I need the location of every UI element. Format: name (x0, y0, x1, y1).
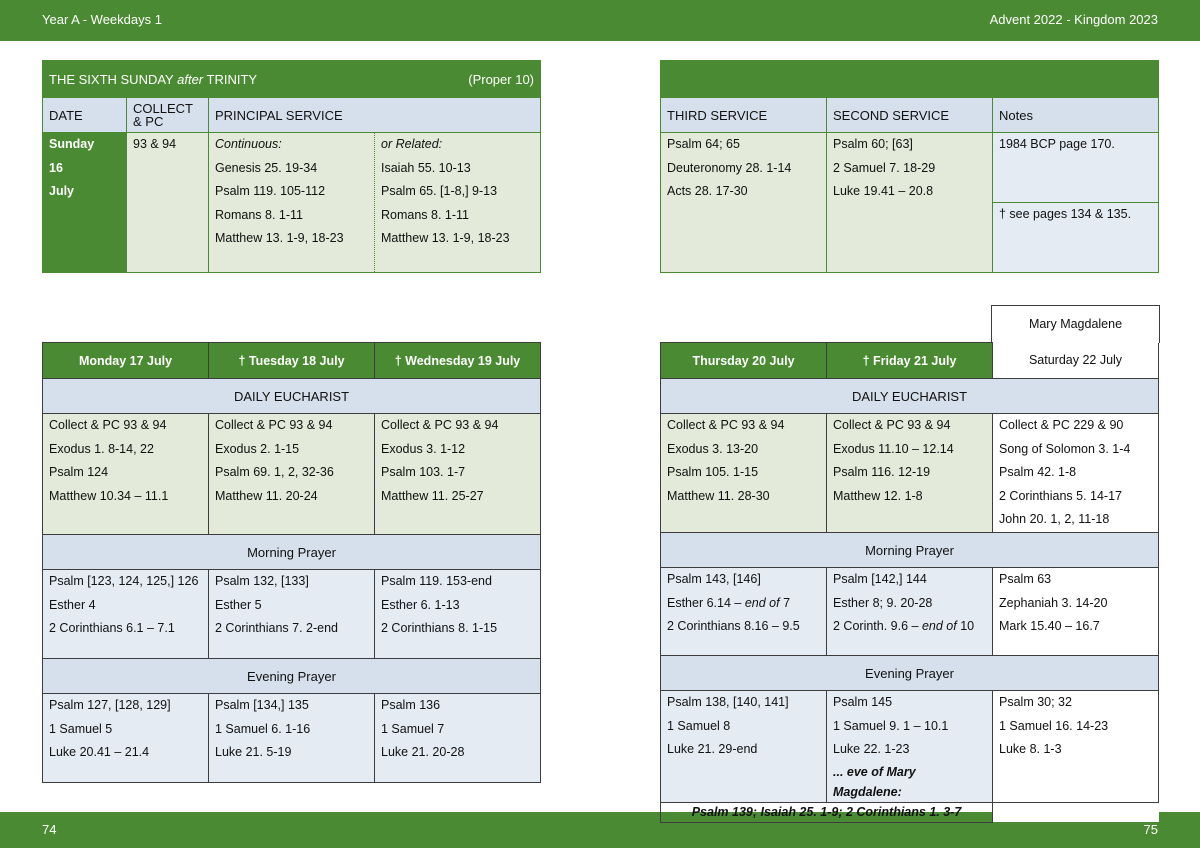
eucharist-tuesday: Collect & PC 93 & 94 Exodus 2. 1-15 Psalm … (208, 413, 375, 535)
eucharist-friday: Collect & PC 93 & 94 Exodus 11.10 – 12.14… (826, 413, 993, 533)
sunday-title-row: THE SIXTH SUNDAY after TRINITY (Proper 1… (42, 60, 541, 98)
day-tuesday: † Tuesday 18 July (208, 342, 375, 379)
day-friday: † Friday 21 July (826, 342, 993, 379)
day-thursday: Thursday 20 July (660, 342, 827, 379)
date-header: DATE (42, 97, 127, 133)
eucharist-wednesday: Collect & PC 93 & 94 Exodus 3. 1-12 Psalm … (374, 413, 541, 535)
header-band: Year A - Weekdays 1 Advent 2022 - Kingdo… (0, 0, 1200, 41)
continuous-readings: Continuous: Genesis 25. 19-34 Psalm 119. … (208, 132, 375, 273)
sunday-principal-table: THE SIXTH SUNDAY after TRINITY (Proper 1… (42, 60, 541, 273)
notes-bcp: 1984 BCP page 170. (991, 132, 1160, 203)
sunday-other-services-table: THIRD SERVICE SECOND SERVICE Notes Psalm… (659, 60, 1160, 273)
page-number-right: 75 (1143, 822, 1158, 837)
saturday-feast-name: Mary Magdalene (991, 305, 1160, 343)
morning-prayer-header: Morning Prayer (42, 534, 541, 570)
right-title-bar (659, 60, 1160, 98)
evening-monday: Psalm 127, [128, 129] 1 Samuel 5 Luke 20.4… (42, 693, 209, 783)
eve-readings: Psalm 139; Isaiah 25. 1-9; 2 Corinthians… (660, 801, 993, 823)
morning-wednesday: Psalm 119. 153-end Esther 6. 1-13 2 Corint… (374, 569, 541, 659)
header-right: Advent 2022 - Kingdom 2023 (989, 12, 1158, 27)
page-number-left: 74 (42, 822, 57, 837)
eve-label: ... eve of Mary Magdalene: (833, 764, 916, 799)
day-wednesday: † Wednesday 19 July (374, 342, 541, 379)
eucharist-saturday: Collect & PC 229 & 90 Song of Solomon 3. … (992, 413, 1159, 533)
sunday-date: Sunday 16 July (42, 132, 127, 273)
third-service-header: THIRD SERVICE (660, 97, 827, 133)
morning-saturday: Psalm 63 Zephaniah 3. 14-20 Mark 15.40 –… (992, 567, 1159, 656)
weekday-table-right: Thursday 20 July † Friday 21 July Saturd… (660, 342, 1159, 823)
evening-prayer-header: Evening Prayer (42, 658, 541, 694)
eucharist-monday: Collect & PC 93 & 94 Exodus 1. 8-14, 22 Ps… (42, 413, 209, 535)
related-readings: or Related: Isaiah 55. 10-13 Psalm 65. [1… (374, 132, 541, 273)
sunday-title: THE SIXTH SUNDAY after TRINITY (49, 71, 258, 87)
day-saturday: Saturday 22 July (992, 342, 1159, 379)
second-service-header: SECOND SERVICE (826, 97, 993, 133)
second-service: Psalm 60; [63] 2 Samuel 7. 18-29 Luke 19.4… (826, 132, 993, 273)
evening-prayer-header-right: Evening Prayer (660, 655, 1159, 691)
morning-friday: Psalm [142,] 144 Esther 8; 9. 20-28 2 Co… (826, 567, 993, 656)
eucharist-thursday: Collect & PC 93 & 94 Exodus 3. 13-20 Psalm… (660, 413, 827, 533)
morning-thursday: Psalm 143, [146] Esther 6.14 – end of 7 … (660, 567, 827, 656)
notes-header: Notes (991, 97, 1160, 133)
empty-cell (992, 802, 1159, 822)
evening-thursday: Psalm 138, [140, 141] 1 Samuel 8 Luke 21. … (660, 690, 827, 803)
header-left: Year A - Weekdays 1 (42, 12, 162, 27)
evening-wednesday: Psalm 136 1 Samuel 7 Luke 21. 20-28 (374, 693, 541, 783)
evening-friday: Psalm 145 1 Samuel 9. 1 – 10.1 Luke 22. 1-… (826, 690, 993, 803)
day-monday: Monday 17 July (42, 342, 209, 379)
principal-header: PRINCIPAL SERVICE (208, 97, 541, 133)
morning-prayer-header-right: Morning Prayer (660, 532, 1159, 568)
eucharist-header-right: DAILY EUCHARIST (660, 378, 1159, 414)
evening-tuesday: Psalm [134,] 135 1 Samuel 6. 1-16 Luke 21.… (208, 693, 375, 783)
third-service: Psalm 64; 65 Deuteronomy 28. 1-14 Acts 28.… (660, 132, 827, 273)
weekday-table-left: Monday 17 July † Tuesday 18 July † Wedne… (42, 342, 541, 783)
proper-label: (Proper 10) (468, 71, 534, 87)
collect-header: COLLECT & PC (126, 97, 209, 133)
sunday-collect: 93 & 94 (126, 132, 209, 273)
evening-saturday: Psalm 30; 32 1 Samuel 16. 14-23 Luke 8. 1-… (992, 690, 1159, 803)
notes-see-pages: † see pages 134 & 135. (991, 202, 1160, 273)
eucharist-header: DAILY EUCHARIST (42, 378, 541, 414)
